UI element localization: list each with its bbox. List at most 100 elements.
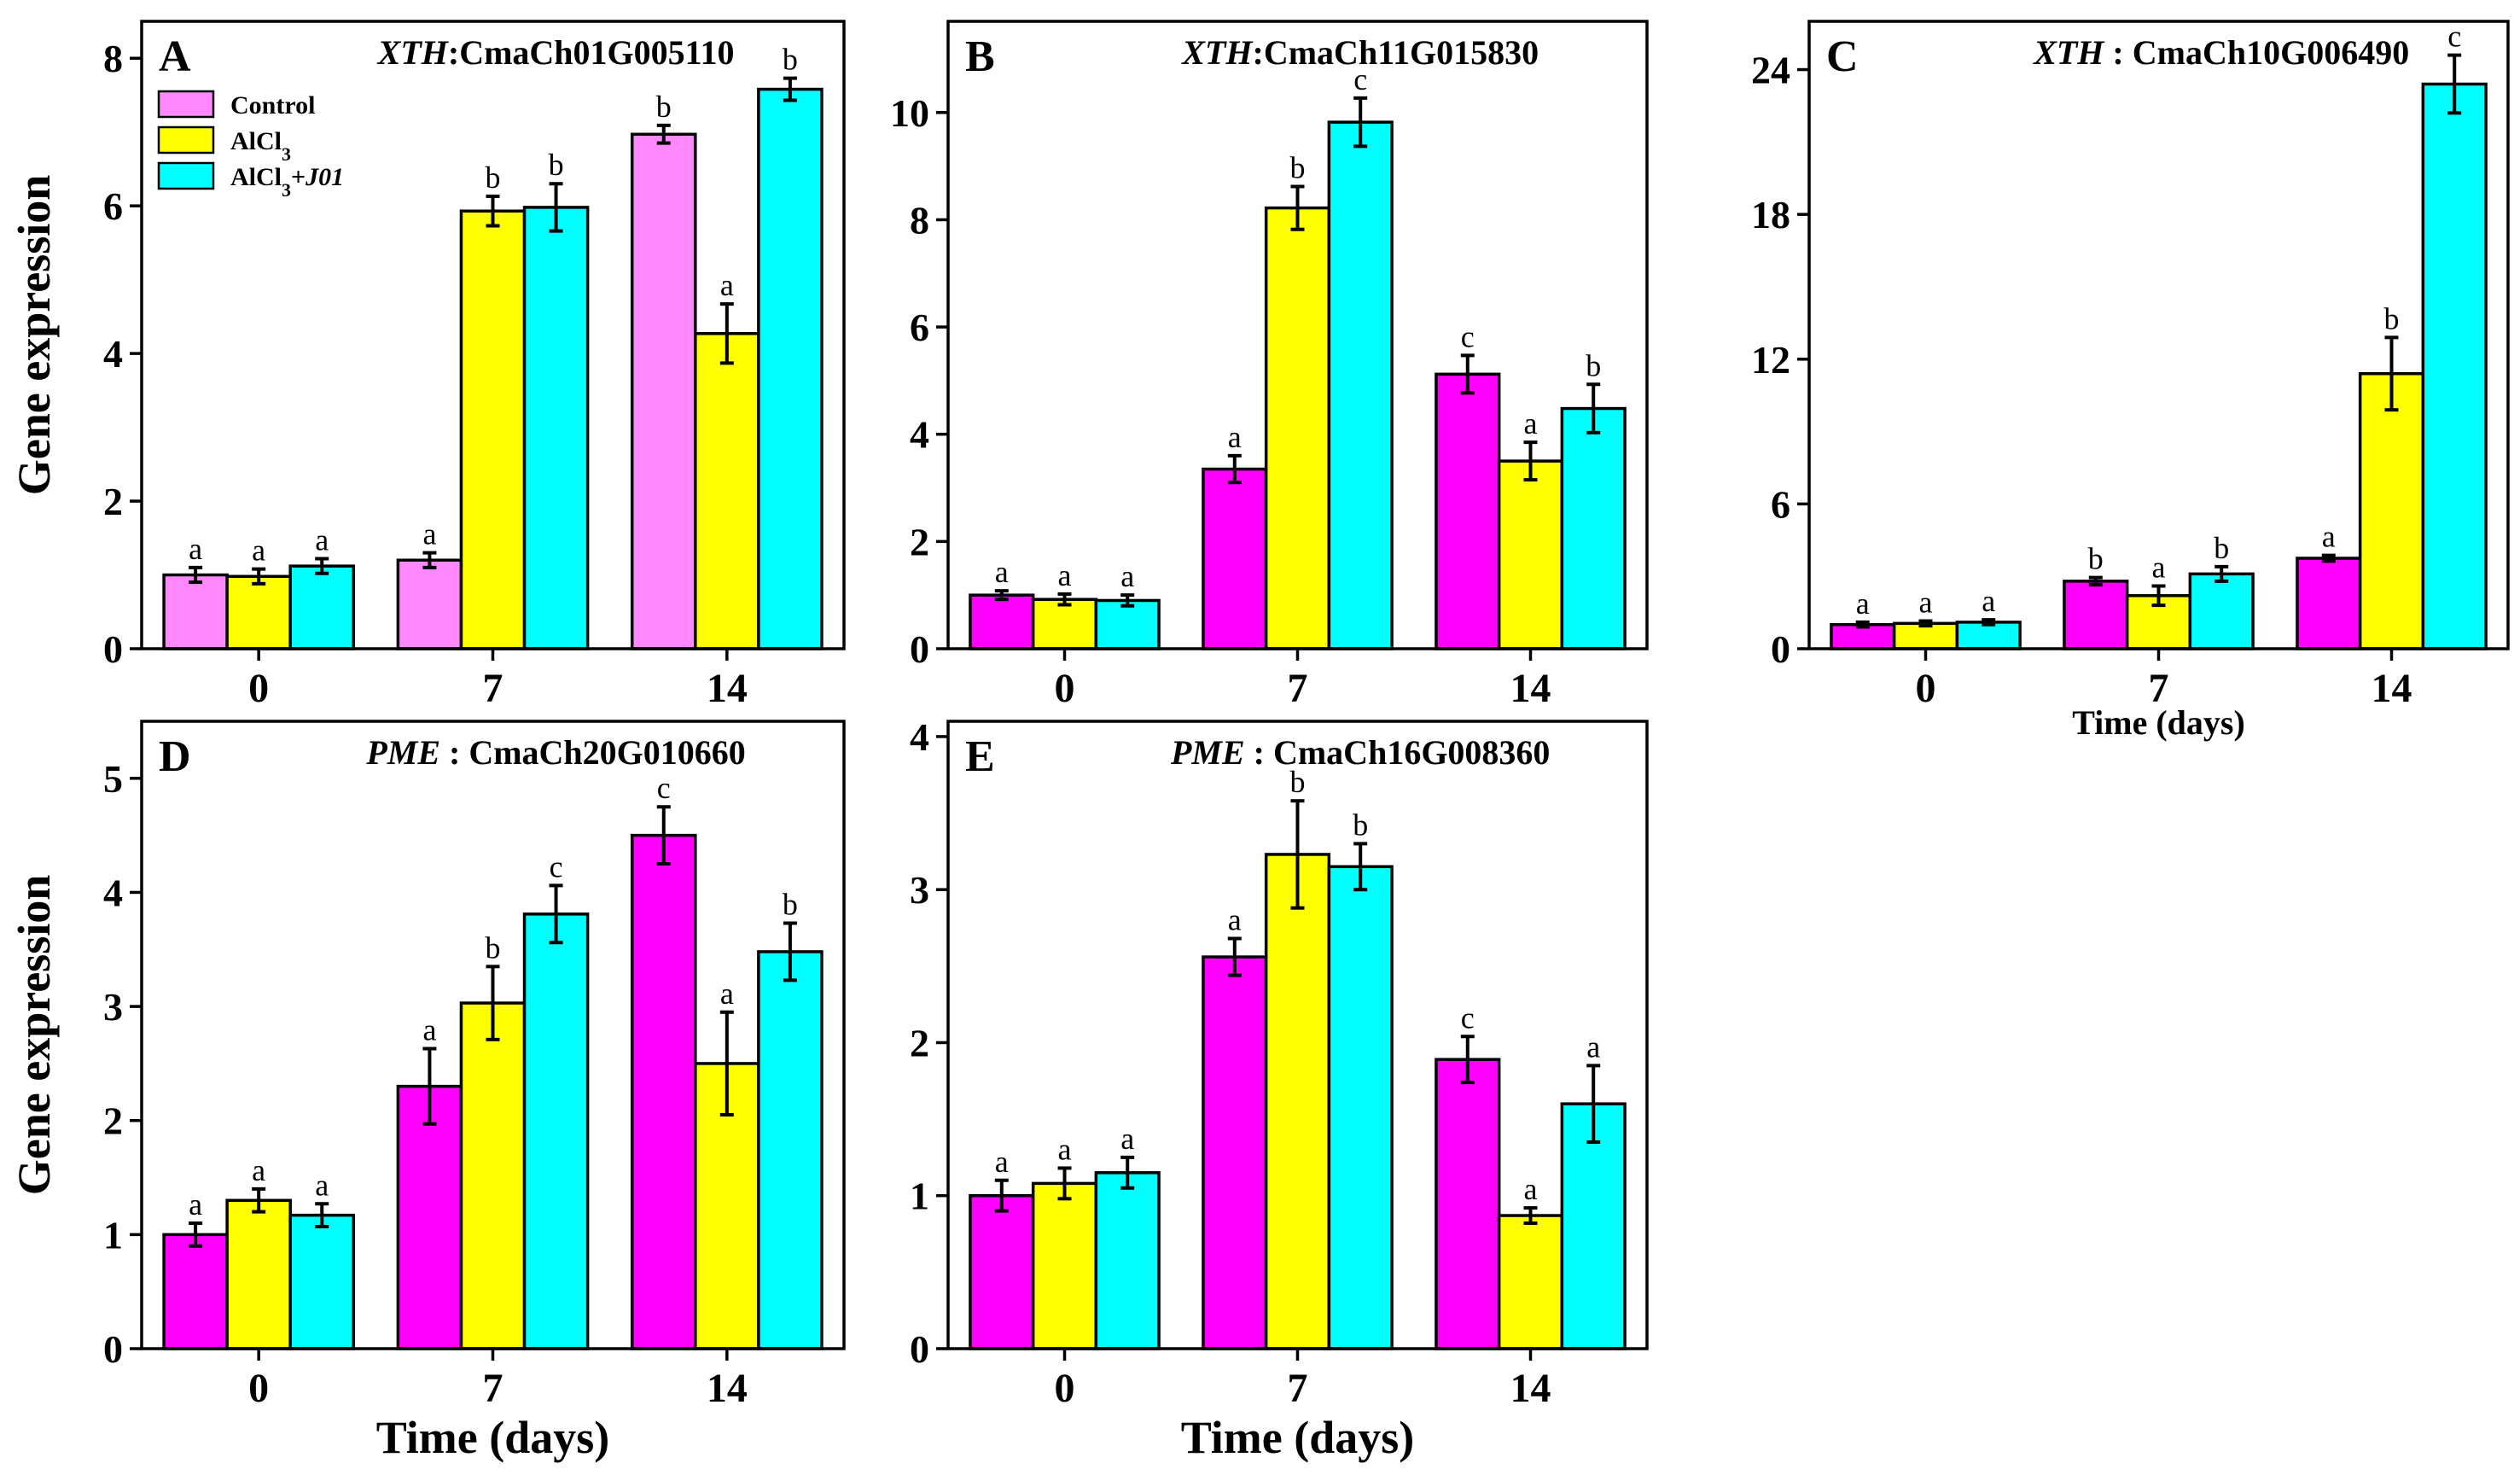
y-tick-label: 2 [103,1099,123,1143]
y-tick-label: 3 [103,985,123,1029]
legend-label: AlCl3 [230,127,291,165]
error-bar [1227,453,1242,485]
significance-letter: c [1353,62,1367,96]
error-bar [783,76,797,102]
error-bar [1057,1166,1072,1201]
error-bar [1120,593,1135,608]
error-bar [1523,1206,1538,1225]
error-bar [189,565,203,585]
x-tick-label: 14 [2372,666,2412,711]
plot-frame [140,720,846,1350]
legend-label: Control [230,91,315,120]
bar-e-alcl3-day-7 [1264,853,1331,1350]
bar-b-alcl3-day-14 [1497,459,1564,650]
bar-e-control-day-0 [969,1193,1035,1350]
panel-title: PME : CmaCh16G008360 [1170,733,1550,772]
bar-d-alcl3-j01-day-14 [757,950,824,1350]
x-tick-label: 14 [1510,666,1551,711]
bar-b-control-day-0 [969,593,1035,650]
y-axis-label: Gene expression [9,175,60,496]
legend-swatch [157,125,215,154]
significance-letter: b [2384,301,2400,335]
y-tick-label: 8 [103,37,123,80]
error-bar [719,1010,734,1117]
panel-title: XTH:CmaCh11G015830 [1180,33,1539,72]
bar-d-control-day-14 [630,833,697,1350]
error-bar [486,194,500,228]
x-tick-label: 0 [1055,666,1075,711]
significance-letter: b [486,930,501,965]
significance-letter: c [550,849,563,883]
significance-letter: a [252,533,265,568]
significance-letter: a [1228,420,1242,454]
significance-letter: a [720,977,734,1011]
bar-d-control-day-0 [162,1233,229,1350]
error-bar [315,557,329,575]
plot-frame [946,20,1649,650]
error-bar [1057,592,1072,607]
bar-c-alcl3-j01-day-0 [1955,621,2022,650]
x-axis-label: Time (days) [376,1412,610,1463]
significance-letter: a [1586,1029,1600,1064]
significance-letter: b [1290,765,1306,799]
error-bar [994,589,1009,602]
significance-letter: a [189,532,202,566]
error-bar [252,567,266,586]
error-bar [1290,184,1305,231]
bar-d-alcl3-j01-day-7 [522,912,590,1350]
significance-letter: b [2214,531,2229,565]
y-tick-label: 0 [103,627,123,671]
bar-b-alcl3-j01-day-14 [1560,406,1627,650]
x-tick-label: 14 [1510,1366,1551,1411]
x-tick-label: 7 [483,1366,503,1411]
error-bar [422,1046,437,1126]
bar-e-control-day-7 [1202,955,1268,1350]
significance-letter: b [2088,542,2104,576]
error-bar [2384,335,2399,412]
panel-letter: B [965,32,995,81]
x-tick-label: 7 [1288,1366,1308,1411]
error-bar [1523,440,1538,482]
bar-d-alcl3-j01-day-0 [288,1213,356,1350]
significance-letter: a [995,1145,1009,1179]
bar-b-control-day-14 [1435,372,1501,650]
x-tick-label: 0 [1916,666,1936,711]
x-tick-label: 0 [1055,1366,1075,1411]
significance-letter: b [486,160,501,195]
bar-b-alcl3-day-0 [1031,598,1098,650]
significance-letter: b [783,43,798,77]
bar-a-control-day-14 [630,132,697,650]
plot-frame [1807,20,2510,650]
y-tick-label: 6 [910,306,929,349]
significance-letter: a [1058,558,1072,592]
x-tick-label: 0 [248,1366,269,1411]
y-tick-label: 0 [910,627,929,671]
y-tick-label: 1 [910,1175,929,1218]
panel-letter: E [965,732,995,781]
error-bar [1227,936,1242,977]
error-bar [422,551,437,569]
y-tick-label: 0 [103,1327,123,1371]
significance-letter: c [1461,1000,1475,1035]
bar-c-control-day-14 [2296,557,2362,650]
legend-swatch [157,161,215,190]
bar-e-control-day-14 [1435,1058,1501,1350]
y-tick-label: 12 [1751,338,1790,382]
significance-letter: a [189,1187,202,1221]
significance-letter: a [1524,406,1538,440]
bar-a-alcl3-j01-day-7 [522,206,590,650]
significance-letter: a [1120,559,1134,593]
bar-b-alcl3-j01-day-0 [1094,598,1161,650]
error-bar [719,302,734,365]
significance-letter: c [1461,319,1475,353]
bar-c-alcl3-day-14 [2358,371,2425,650]
error-bar [1586,1064,1601,1144]
significance-letter: a [720,268,734,302]
significance-letter: a [1120,1122,1134,1156]
y-axis-label: Gene expression [9,875,60,1196]
plot-frame [140,20,846,650]
y-tick-label: 4 [910,715,929,759]
panel-title: XTH : CmaCh10G006490 [2032,33,2409,72]
error-bar [1353,96,1368,149]
